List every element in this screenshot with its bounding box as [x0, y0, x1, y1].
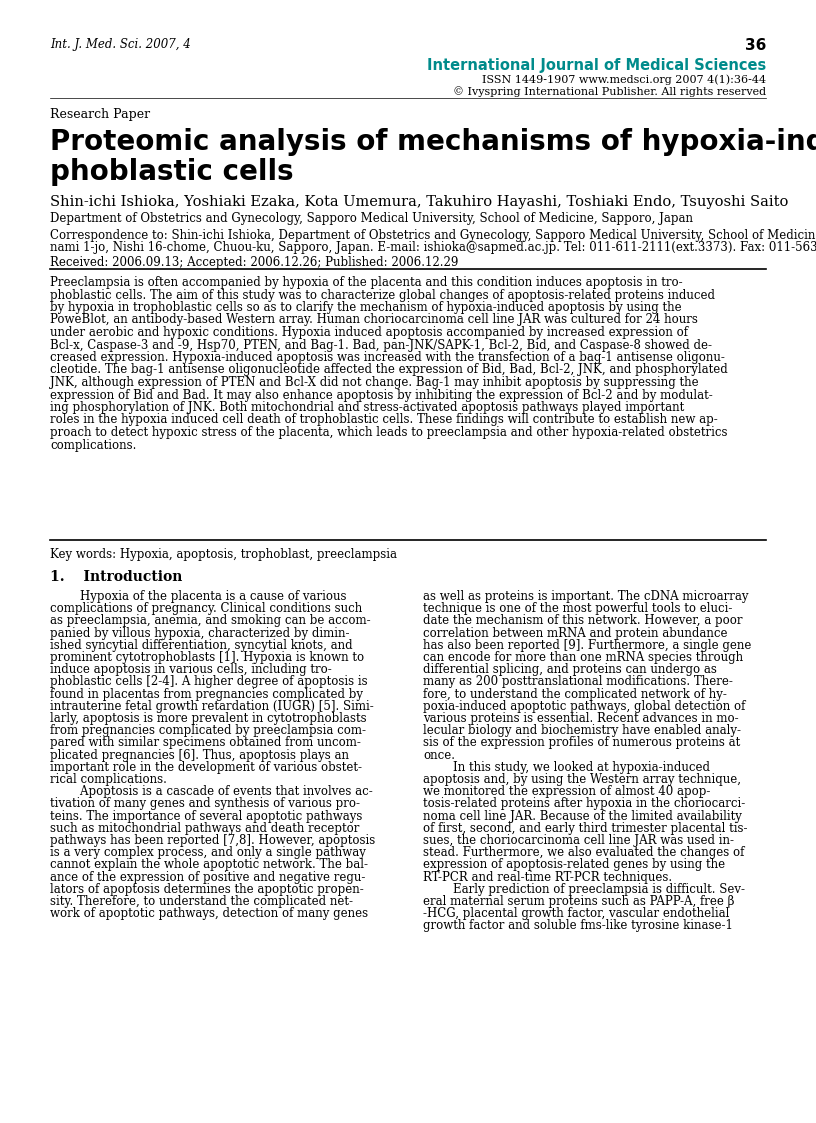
Text: plicated pregnancies [6]. Thus, apoptosis plays an: plicated pregnancies [6]. Thus, apoptosi…	[50, 749, 349, 761]
Text: phoblastic cells [2-4]. A higher degree of apoptosis is: phoblastic cells [2-4]. A higher degree …	[50, 675, 368, 688]
Text: ISSN 1449-1907 www.medsci.org 2007 4(1):36-44: ISSN 1449-1907 www.medsci.org 2007 4(1):…	[482, 74, 766, 84]
Text: as well as proteins is important. The cDNA microarray: as well as proteins is important. The cD…	[423, 590, 748, 603]
Text: creased expression. Hypoxia-induced apoptosis was increased with the transfectio: creased expression. Hypoxia-induced apop…	[50, 351, 725, 364]
Text: nami 1-jo, Nishi 16-chome, Chuou-ku, Sapporo, Japan. E-mail: ishioka@sapmed.ac.j: nami 1-jo, Nishi 16-chome, Chuou-ku, Sap…	[50, 241, 816, 254]
Text: 1.  Introduction: 1. Introduction	[50, 570, 182, 584]
Text: work of apoptotic pathways, detection of many genes: work of apoptotic pathways, detection of…	[50, 907, 368, 920]
Text: cannot explain the whole apoptotic network. The bal-: cannot explain the whole apoptotic netwo…	[50, 858, 368, 871]
Text: Shin-ichi Ishioka, Yoshiaki Ezaka, Kota Umemura, Takuhiro Hayashi, Toshiaki Endo: Shin-ichi Ishioka, Yoshiaki Ezaka, Kota …	[50, 195, 788, 209]
Text: tosis-related proteins after hypoxia in the choriocarci-: tosis-related proteins after hypoxia in …	[423, 797, 745, 811]
Text: phoblastic cells. The aim of this study was to characterize global changes of ap: phoblastic cells. The aim of this study …	[50, 289, 715, 301]
Text: pared with similar specimens obtained from uncom-: pared with similar specimens obtained fr…	[50, 737, 361, 749]
Text: In this study, we looked at hypoxia-induced: In this study, we looked at hypoxia-indu…	[423, 760, 710, 774]
Text: cleotide. The bag-1 antisense oligonucleotide affected the expression of Bid, Ba: cleotide. The bag-1 antisense oligonucle…	[50, 364, 728, 376]
Text: from pregnancies complicated by preeclampsia com-: from pregnancies complicated by preeclam…	[50, 724, 366, 737]
Text: noma cell line JAR. Because of the limited availability: noma cell line JAR. Because of the limit…	[423, 810, 742, 823]
Text: prominent cytotrophoblasts [1]. Hypoxia is known to: prominent cytotrophoblasts [1]. Hypoxia …	[50, 651, 364, 664]
Text: Preeclampsia is often accompanied by hypoxia of the placenta and this condition : Preeclampsia is often accompanied by hyp…	[50, 276, 683, 289]
Text: important role in the development of various obstet-: important role in the development of var…	[50, 760, 362, 774]
Text: expression of apoptosis-related genes by using the: expression of apoptosis-related genes by…	[423, 858, 725, 871]
Text: Early prediction of preeclampsia is difficult. Sev-: Early prediction of preeclampsia is diff…	[423, 883, 745, 896]
Text: JNK, although expression of PTEN and Bcl-X did not change. Bag-1 may inhibit apo: JNK, although expression of PTEN and Bcl…	[50, 376, 698, 389]
Text: once.: once.	[423, 749, 455, 761]
Text: 36: 36	[745, 38, 766, 53]
Text: fore, to understand the complicated network of hy-: fore, to understand the complicated netw…	[423, 687, 727, 701]
Text: ished syncytial differentiation, syncytial knots, and: ished syncytial differentiation, syncyti…	[50, 639, 353, 651]
Text: pathways has been reported [7,8]. However, apoptosis: pathways has been reported [7,8]. Howeve…	[50, 834, 375, 847]
Text: stead. Furthermore, we also evaluated the changes of: stead. Furthermore, we also evaluated th…	[423, 847, 744, 859]
Text: Apoptosis is a cascade of events that involves ac-: Apoptosis is a cascade of events that in…	[50, 785, 373, 798]
Text: Correspondence to: Shin-ichi Ishioka, Department of Obstetrics and Gynecology, S: Correspondence to: Shin-ichi Ishioka, De…	[50, 229, 816, 241]
Text: Department of Obstetrics and Gynecology, Sapporo Medical University, School of M: Department of Obstetrics and Gynecology,…	[50, 212, 693, 225]
Text: International Journal of Medical Sciences: International Journal of Medical Science…	[427, 58, 766, 73]
Text: ing phosphorylation of JNK. Both mitochondrial and stress-activated apoptosis pa: ing phosphorylation of JNK. Both mitocho…	[50, 401, 685, 414]
Text: proach to detect hypoxic stress of the placenta, which leads to preeclampsia and: proach to detect hypoxic stress of the p…	[50, 426, 728, 439]
Text: © Ivyspring International Publisher. All rights reserved: © Ivyspring International Publisher. All…	[453, 86, 766, 97]
Text: of first, second, and early third trimester placental tis-: of first, second, and early third trimes…	[423, 822, 747, 834]
Text: Key words: Hypoxia, apoptosis, trophoblast, preeclampsia: Key words: Hypoxia, apoptosis, trophobla…	[50, 548, 397, 562]
Text: by hypoxia in trophoblastic cells so as to clarify the mechanism of hypoxia-indu: by hypoxia in trophoblastic cells so as …	[50, 301, 681, 314]
Text: under aerobic and hypoxic conditions. Hypoxia induced apoptosis accompanied by i: under aerobic and hypoxic conditions. Hy…	[50, 326, 688, 339]
Text: apoptosis and, by using the Western array technique,: apoptosis and, by using the Western arra…	[423, 773, 741, 786]
Text: such as mitochondrial pathways and death receptor: such as mitochondrial pathways and death…	[50, 822, 359, 834]
Text: correlation between mRNA and protein abundance: correlation between mRNA and protein abu…	[423, 627, 728, 640]
Text: roles in the hypoxia induced cell death of trophoblastic cells. These findings w: roles in the hypoxia induced cell death …	[50, 413, 718, 427]
Text: has also been reported [9]. Furthermore, a single gene: has also been reported [9]. Furthermore,…	[423, 639, 752, 651]
Text: PoweBlot, an antibody-based Western array. Human choriocarcinoma cell line JAR w: PoweBlot, an antibody-based Western arra…	[50, 313, 698, 327]
Text: as preeclampsia, anemia, and smoking can be accom-: as preeclampsia, anemia, and smoking can…	[50, 614, 370, 628]
Text: sues, the choriocarcinoma cell line JAR was used in-: sues, the choriocarcinoma cell line JAR …	[423, 834, 734, 847]
Text: various proteins is essential. Recent advances in mo-: various proteins is essential. Recent ad…	[423, 712, 738, 725]
Text: Int. J. Med. Sci. 2007, 4: Int. J. Med. Sci. 2007, 4	[50, 38, 191, 51]
Text: Proteomic analysis of mechanisms of hypoxia-induced apoptosis in tro-: Proteomic analysis of mechanisms of hypo…	[50, 128, 816, 156]
Text: complications of pregnancy. Clinical conditions such: complications of pregnancy. Clinical con…	[50, 602, 362, 615]
Text: teins. The importance of several apoptotic pathways: teins. The importance of several apoptot…	[50, 810, 362, 823]
Text: sis of the expression profiles of numerous proteins at: sis of the expression profiles of numero…	[423, 737, 740, 749]
Text: we monitored the expression of almost 40 apop-: we monitored the expression of almost 40…	[423, 785, 711, 798]
Text: RT-PCR and real-time RT-PCR techniques.: RT-PCR and real-time RT-PCR techniques.	[423, 870, 672, 884]
Text: lators of apoptosis determines the apoptotic propen-: lators of apoptosis determines the apopt…	[50, 883, 364, 896]
Text: found in placentas from pregnancies complicated by: found in placentas from pregnancies comp…	[50, 687, 363, 701]
Text: -HCG, placental growth factor, vascular endothelial: -HCG, placental growth factor, vascular …	[423, 907, 730, 920]
Text: Hypoxia of the placenta is a cause of various: Hypoxia of the placenta is a cause of va…	[50, 590, 347, 603]
Text: can encode for more than one mRNA species through: can encode for more than one mRNA specie…	[423, 651, 743, 664]
Text: eral maternal serum proteins such as PAPP-A, free β: eral maternal serum proteins such as PAP…	[423, 895, 734, 909]
Text: technique is one of the most powerful tools to eluci-: technique is one of the most powerful to…	[423, 602, 733, 615]
Text: phoblastic cells: phoblastic cells	[50, 158, 294, 186]
Text: tivation of many genes and synthesis of various pro-: tivation of many genes and synthesis of …	[50, 797, 360, 811]
Text: date the mechanism of this network. However, a poor: date the mechanism of this network. Howe…	[423, 614, 743, 628]
Text: Bcl-x, Caspase-3 and -9, Hsp70, PTEN, and Bag-1. Bad, pan-JNK/SAPK-1, Bcl-2, Bid: Bcl-x, Caspase-3 and -9, Hsp70, PTEN, an…	[50, 338, 712, 351]
Text: ance of the expression of positive and negative regu-: ance of the expression of positive and n…	[50, 870, 366, 884]
Text: is a very complex process, and only a single pathway: is a very complex process, and only a si…	[50, 847, 366, 859]
Text: larly, apoptosis is more prevalent in cytotrophoblasts: larly, apoptosis is more prevalent in cy…	[50, 712, 366, 725]
Text: induce apoptosis in various cells, including tro-: induce apoptosis in various cells, inclu…	[50, 664, 332, 676]
Text: intrauterine fetal growth retardation (IUGR) [5]. Simi-: intrauterine fetal growth retardation (I…	[50, 700, 374, 713]
Text: sity. Therefore, to understand the complicated net-: sity. Therefore, to understand the compl…	[50, 895, 353, 909]
Text: poxia-induced apoptotic pathways, global detection of: poxia-induced apoptotic pathways, global…	[423, 700, 745, 713]
Text: expression of Bid and Bad. It may also enhance apoptosis by inhibiting the expre: expression of Bid and Bad. It may also e…	[50, 389, 712, 402]
Text: Research Paper: Research Paper	[50, 108, 150, 121]
Text: many as 200 posttranslational modifications. There-: many as 200 posttranslational modificati…	[423, 675, 733, 688]
Text: complications.: complications.	[50, 438, 136, 451]
Text: Received: 2006.09.13; Accepted: 2006.12.26; Published: 2006.12.29: Received: 2006.09.13; Accepted: 2006.12.…	[50, 256, 459, 270]
Text: panied by villous hypoxia, characterized by dimin-: panied by villous hypoxia, characterized…	[50, 627, 349, 640]
Text: differential splicing, and proteins can undergo as: differential splicing, and proteins can …	[423, 664, 717, 676]
Text: growth factor and soluble fms-like tyrosine kinase-1: growth factor and soluble fms-like tyros…	[423, 920, 733, 932]
Text: rical complications.: rical complications.	[50, 773, 167, 786]
Text: lecular biology and biochemistry have enabled analy-: lecular biology and biochemistry have en…	[423, 724, 741, 737]
